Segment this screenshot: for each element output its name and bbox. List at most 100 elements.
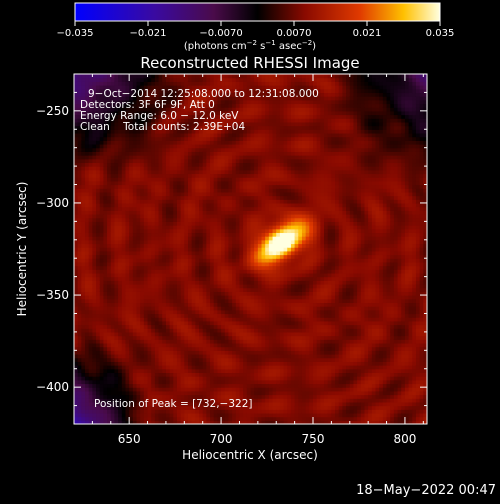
image-pixel: [118, 218, 122, 222]
image-pixel: [103, 313, 107, 317]
image-pixel: [251, 339, 255, 343]
image-pixel: [251, 302, 255, 306]
image-pixel: [85, 299, 89, 303]
image-pixel: [125, 343, 129, 347]
image-pixel: [96, 192, 100, 196]
image-pixel: [192, 155, 196, 159]
image-pixel: [78, 133, 82, 137]
image-pixel: [107, 214, 111, 218]
image-pixel: [129, 214, 133, 218]
image-pixel: [251, 284, 255, 288]
image-pixel: [118, 291, 122, 295]
image-pixel: [239, 218, 243, 222]
image-pixel: [92, 170, 96, 174]
image-pixel: [192, 273, 196, 277]
image-pixel: [118, 273, 122, 277]
image-pixel: [100, 310, 104, 314]
image-pixel: [188, 81, 192, 85]
image-pixel: [192, 295, 196, 299]
image-pixel: [162, 369, 166, 373]
image-pixel: [122, 166, 126, 170]
image-pixel: [114, 358, 118, 362]
image-pixel: [148, 295, 152, 299]
image-pixel: [74, 280, 78, 284]
image-pixel: [206, 137, 210, 141]
image-pixel: [166, 350, 170, 354]
image-pixel: [159, 295, 163, 299]
image-pixel: [206, 273, 210, 277]
image-pixel: [254, 103, 258, 107]
image-pixel: [118, 365, 122, 369]
image-pixel: [214, 185, 218, 189]
image-pixel: [262, 151, 266, 155]
image-pixel: [148, 332, 152, 336]
image-pixel: [148, 273, 152, 277]
image-pixel: [144, 391, 148, 395]
image-pixel: [159, 173, 163, 177]
image-pixel: [239, 181, 243, 185]
image-pixel: [239, 288, 243, 292]
image-pixel: [96, 266, 100, 270]
image-pixel: [247, 192, 251, 196]
image-pixel: [206, 332, 210, 336]
image-pixel: [148, 369, 152, 373]
image-pixel: [170, 295, 174, 299]
image-pixel: [148, 232, 152, 236]
image-pixel: [170, 358, 174, 362]
image-pixel: [243, 203, 247, 207]
image-pixel: [151, 325, 155, 329]
image-pixel: [144, 302, 148, 306]
image-pixel: [107, 280, 111, 284]
image-pixel: [144, 240, 148, 244]
image-pixel: [258, 406, 262, 410]
image-pixel: [239, 383, 243, 387]
image-pixel: [162, 251, 166, 255]
image-pixel: [221, 277, 225, 281]
image-pixel: [78, 299, 82, 303]
image-pixel: [206, 229, 210, 233]
image-pixel: [206, 214, 210, 218]
image-pixel: [251, 188, 255, 192]
image-pixel: [258, 185, 262, 189]
image-pixel: [144, 336, 148, 340]
image-pixel: [140, 376, 144, 380]
image-pixel: [125, 380, 129, 384]
image-pixel: [74, 115, 78, 119]
image-pixel: [144, 277, 148, 281]
image-pixel: [129, 336, 133, 340]
image-pixel: [89, 354, 93, 358]
image-pixel: [107, 291, 111, 295]
image-pixel: [151, 81, 155, 85]
image-pixel: [114, 310, 118, 314]
image-pixel: [177, 376, 181, 380]
image-pixel: [225, 317, 229, 321]
image-pixel: [74, 325, 78, 329]
image-pixel: [129, 210, 133, 214]
image-pixel: [103, 166, 107, 170]
image-pixel: [247, 383, 251, 387]
image-pixel: [221, 140, 225, 144]
image-pixel: [96, 313, 100, 317]
image-pixel: [166, 247, 170, 251]
image-pixel: [225, 284, 229, 288]
image-pixel: [214, 313, 218, 317]
image-pixel: [221, 343, 225, 347]
image-pixel: [181, 166, 185, 170]
image-pixel: [155, 313, 159, 317]
image-pixel: [107, 192, 111, 196]
image-pixel: [228, 291, 232, 295]
image-pixel: [184, 383, 188, 387]
image-pixel: [122, 262, 126, 266]
image-pixel: [214, 291, 218, 295]
image-pixel: [74, 406, 78, 410]
image-pixel: [125, 369, 129, 373]
image-pixel: [92, 376, 96, 380]
image-pixel: [192, 185, 196, 189]
image-pixel: [251, 173, 255, 177]
image-pixel: [81, 343, 85, 347]
image-pixel: [122, 133, 126, 137]
image-pixel: [184, 310, 188, 314]
image-pixel: [199, 155, 203, 159]
image-pixel: [144, 192, 148, 196]
image-pixel: [140, 225, 144, 229]
